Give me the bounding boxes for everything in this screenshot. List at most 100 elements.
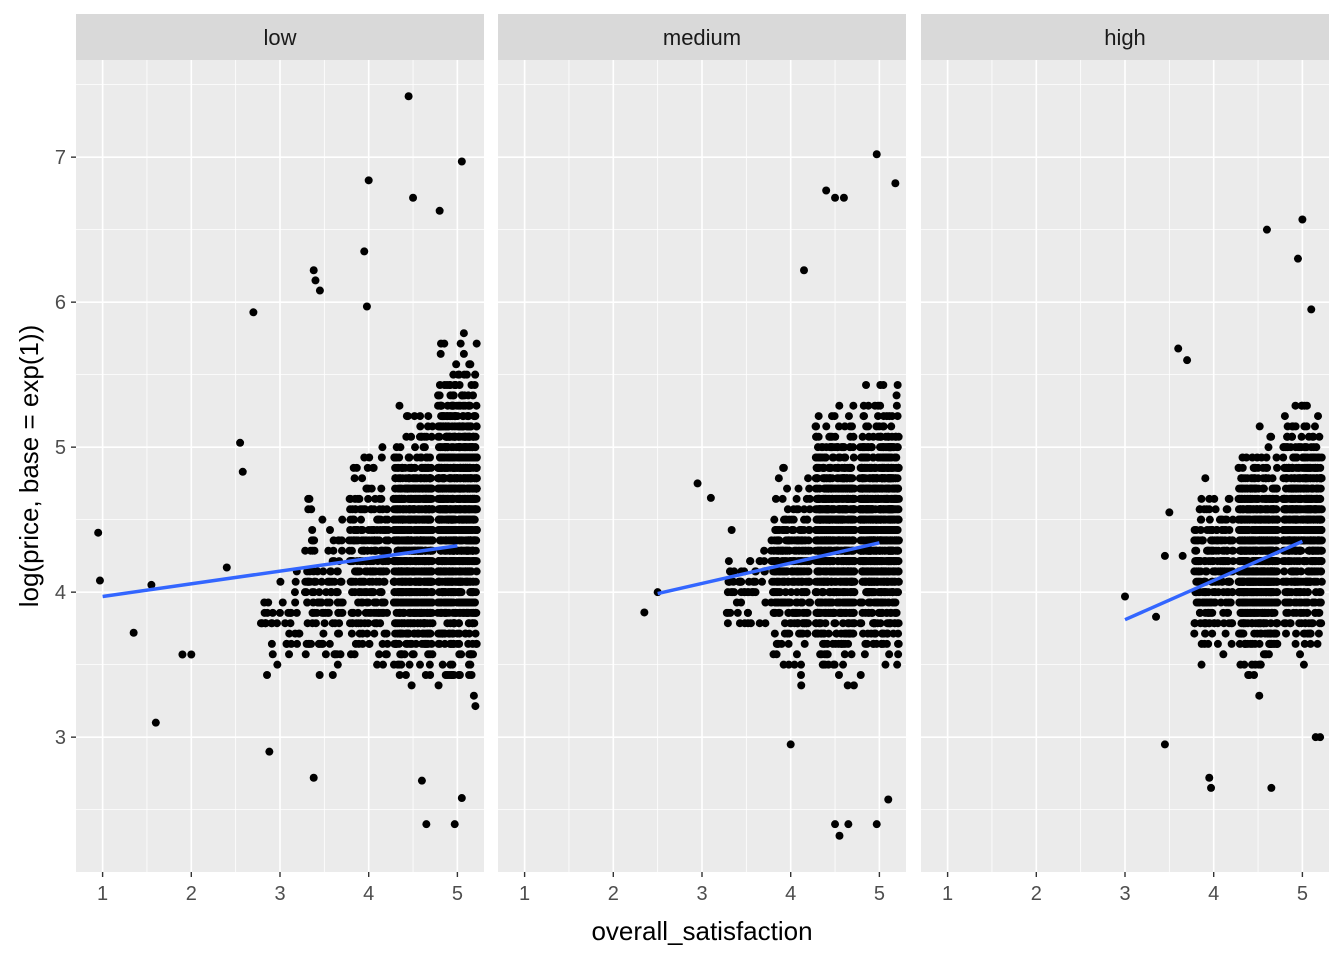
data-point [888, 588, 897, 597]
data-point [779, 660, 788, 669]
data-point [306, 546, 315, 555]
data-point [463, 546, 472, 555]
data-point [436, 443, 445, 452]
data-point [736, 577, 745, 586]
data-point [860, 494, 869, 503]
data-point [839, 660, 848, 669]
data-point [781, 588, 790, 597]
data-point [455, 588, 464, 597]
data-point [790, 660, 799, 669]
data-point [885, 453, 894, 462]
data-point [384, 546, 393, 555]
data-point [868, 515, 877, 524]
data-point [425, 660, 434, 669]
data-point [407, 588, 416, 597]
data-point [826, 608, 835, 617]
data-point [424, 557, 433, 566]
data-point [263, 671, 272, 680]
data-point [350, 474, 359, 483]
data-point [450, 422, 459, 431]
data-point [370, 629, 379, 638]
data-point [404, 629, 413, 638]
data-point [449, 515, 458, 524]
data-point [471, 702, 480, 711]
data-point [382, 567, 391, 576]
data-point [404, 474, 413, 483]
data-point [446, 588, 455, 597]
data-point [222, 563, 231, 572]
data-point [886, 463, 895, 472]
data-point [420, 443, 429, 452]
data-point [850, 598, 859, 607]
data-point [778, 546, 787, 555]
data-point [268, 650, 277, 659]
data-point [783, 577, 792, 586]
data-point [835, 401, 844, 410]
data-point [797, 577, 806, 586]
data-point [472, 401, 481, 410]
data-point [411, 474, 420, 483]
data-point [426, 484, 435, 493]
data-point [348, 515, 357, 524]
data-point [858, 598, 867, 607]
data-point [351, 505, 360, 514]
x-tick-label: 5 [452, 883, 463, 905]
x-tick-label: 4 [363, 883, 374, 905]
data-point [857, 484, 866, 493]
data-point [355, 588, 364, 597]
data-point [439, 474, 448, 483]
data-point [402, 412, 411, 421]
data-point [788, 608, 797, 617]
data-point [414, 526, 423, 535]
data-point [785, 598, 794, 607]
data-point [333, 660, 342, 669]
data-point [422, 494, 431, 503]
data-point [147, 580, 156, 589]
data-point [814, 463, 823, 472]
data-point [426, 619, 435, 628]
data-point [832, 526, 841, 535]
data-point [457, 794, 466, 803]
data-point [442, 567, 451, 576]
data-point [724, 577, 733, 586]
data-point [454, 453, 463, 462]
data-point [151, 718, 160, 727]
data-point [472, 494, 481, 503]
data-point [812, 453, 821, 462]
data-point [441, 557, 450, 566]
data-point [892, 536, 901, 545]
data-point [446, 432, 455, 441]
data-point [1227, 639, 1236, 648]
data-point [394, 639, 403, 648]
data-point [435, 515, 444, 524]
data-point [812, 422, 821, 431]
data-point [834, 671, 843, 680]
data-point [368, 567, 377, 576]
data-point [894, 650, 903, 659]
data-point [471, 443, 480, 452]
data-point [845, 463, 854, 472]
data-point [468, 453, 477, 462]
data-point [395, 671, 404, 680]
data-point [440, 412, 449, 421]
data-point [377, 453, 386, 462]
data-point [847, 588, 856, 597]
data-point [446, 598, 455, 607]
data-point [887, 432, 896, 441]
data-point [874, 598, 883, 607]
data-point [321, 608, 330, 617]
data-point [464, 391, 473, 400]
data-point [311, 577, 320, 586]
data-point [799, 526, 808, 535]
data-point [395, 619, 404, 628]
data-point [869, 453, 878, 462]
data-point [806, 598, 815, 607]
data-point [640, 608, 649, 617]
data-point [471, 629, 480, 638]
data-point [893, 494, 902, 503]
data-point [417, 776, 426, 785]
data-point [445, 381, 454, 390]
data-point [410, 412, 419, 421]
data-point [849, 681, 858, 690]
data-point [867, 463, 876, 472]
